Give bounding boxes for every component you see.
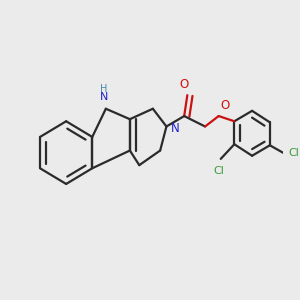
Text: N: N — [171, 122, 179, 135]
Text: Cl: Cl — [213, 166, 224, 176]
Text: O: O — [180, 78, 189, 91]
Text: Cl: Cl — [289, 148, 299, 158]
Text: N: N — [100, 92, 108, 103]
Text: H: H — [100, 84, 107, 94]
Text: O: O — [221, 99, 230, 112]
